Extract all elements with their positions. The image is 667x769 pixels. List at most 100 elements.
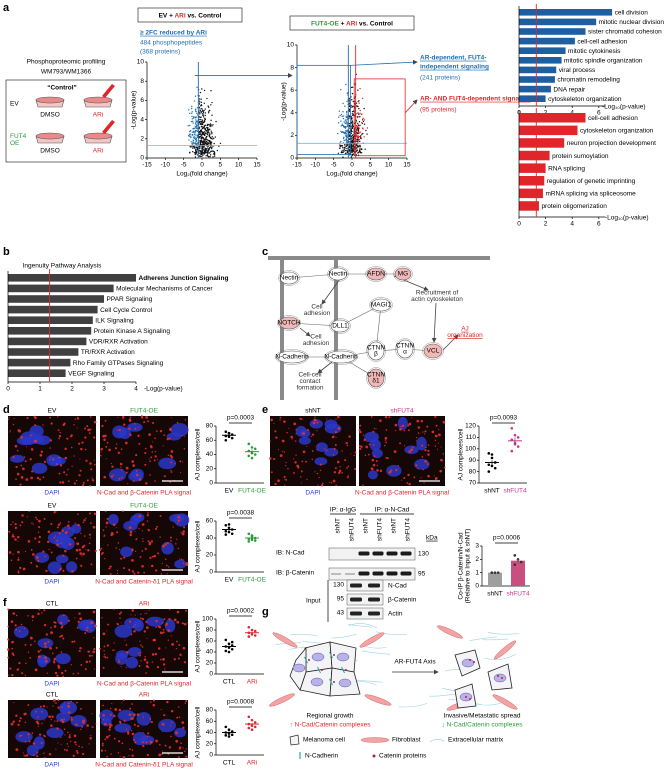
pla-signal (122, 418, 124, 420)
x-tick-label: 15 (253, 162, 261, 169)
pla-signal (118, 708, 121, 712)
point-cloud (194, 138, 197, 140)
y-tick-label: 20 (206, 740, 214, 747)
point-cloud (342, 102, 344, 105)
catenin (333, 654, 335, 656)
pla-signal (338, 469, 342, 473)
pla-signal (37, 650, 40, 653)
point-cloud (200, 116, 202, 118)
ecm-fiber (361, 650, 391, 655)
pla-signal (384, 439, 387, 441)
y-tick-label: 20 (206, 660, 214, 667)
pla-signal (375, 428, 377, 430)
pla-signal (147, 512, 149, 514)
pla-signal (301, 418, 303, 421)
point-cloud (360, 137, 362, 139)
pla-signal (90, 563, 93, 566)
pla-signal (273, 422, 275, 424)
catenin (469, 698, 471, 700)
pla-signal (8, 674, 10, 676)
pla-signal (152, 699, 155, 702)
pla-signal (344, 459, 347, 462)
y-tick-label: 40 (206, 649, 214, 656)
pla-signal (147, 540, 150, 543)
pla-signal (348, 435, 351, 438)
pla-signal (24, 740, 27, 743)
pla-signal (161, 562, 163, 565)
nucleus (292, 663, 306, 673)
label: CTNN (367, 345, 385, 352)
pla-signal (29, 434, 32, 437)
label: α (403, 349, 407, 356)
pla-signal (185, 699, 188, 703)
pla-signal (144, 451, 147, 455)
label: OE (10, 140, 20, 147)
point-cloud (208, 123, 210, 126)
label: EV (48, 408, 57, 415)
nucleus (123, 520, 138, 531)
point-cloud (361, 119, 364, 121)
node-ring (422, 342, 444, 360)
fibroblast (359, 632, 385, 648)
x-tick-label: 0 (517, 221, 521, 228)
pla-signal (10, 559, 13, 562)
pla-signal (176, 716, 179, 719)
pla-signal (178, 643, 181, 646)
point (227, 735, 231, 738)
pla-signal (41, 612, 43, 614)
pla-signal (134, 624, 136, 626)
point-cloud (362, 120, 365, 123)
pla-signal (124, 639, 126, 641)
point-cloud (208, 134, 211, 136)
pla-signal (169, 481, 172, 484)
pla-signal (91, 726, 94, 728)
pla-signal (106, 441, 109, 444)
label: CTL (46, 692, 59, 699)
pla-signal (27, 540, 31, 543)
pla-signal (50, 456, 52, 459)
pla-signal (101, 424, 104, 428)
pla-signal (125, 466, 129, 470)
pla-signal (53, 659, 55, 662)
x-tick-label: CTL (223, 760, 236, 767)
nucleus (125, 656, 139, 669)
pla-signal (88, 660, 91, 663)
label: N-Cad and β-Catenin PLA signal (97, 681, 192, 688)
point (510, 449, 514, 453)
label: (241 proteins) (420, 75, 460, 82)
point-cloud (358, 100, 360, 102)
label: DAPI (44, 681, 59, 688)
pla-signal (121, 415, 125, 419)
pla-signal (176, 640, 178, 643)
pla-signal (83, 519, 86, 522)
pla-signal (150, 701, 152, 703)
pla-signal (178, 748, 180, 751)
pla-signal (82, 552, 85, 556)
point-cloud (346, 125, 349, 128)
point (253, 629, 257, 633)
label: Actin (388, 611, 403, 618)
pla-signal (142, 732, 144, 734)
pla-signal (46, 672, 49, 674)
pla-signal (145, 672, 147, 674)
pla-signal (66, 743, 68, 745)
pla-signal (17, 429, 21, 432)
label: Input (306, 598, 321, 605)
pla-signal (164, 744, 167, 747)
point-cloud (200, 152, 202, 154)
pla-signal (347, 465, 350, 468)
point-cloud (201, 155, 203, 158)
bar-label: DNA repair (553, 86, 586, 93)
x-tick-label: -5 (181, 162, 187, 169)
pla-signal (85, 517, 87, 519)
pla-signal (354, 451, 357, 454)
pla-signal (128, 713, 132, 717)
pla-signal (24, 755, 27, 757)
pla-signal (434, 445, 437, 447)
point-cloud (194, 156, 197, 158)
pla-signal (320, 484, 324, 487)
pla-signal (31, 615, 35, 618)
point (247, 454, 251, 458)
pla-signal (40, 450, 44, 454)
pla-signal (319, 469, 322, 472)
